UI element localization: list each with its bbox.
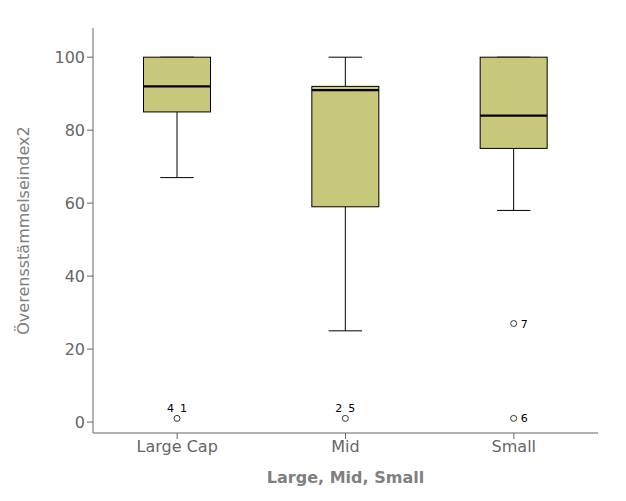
svg-text:7: 7	[521, 318, 528, 331]
svg-text:60: 60	[65, 194, 85, 213]
svg-text:Mid: Mid	[331, 437, 359, 456]
svg-text:Large, Mid, Small: Large, Mid, Small	[267, 468, 424, 487]
svg-text:2: 2	[335, 402, 342, 415]
svg-text:6: 6	[521, 412, 528, 425]
svg-text:100: 100	[54, 48, 85, 67]
svg-text:20: 20	[65, 340, 85, 359]
svg-text:40: 40	[65, 267, 85, 286]
svg-text:1: 1	[180, 402, 187, 415]
svg-text:80: 80	[65, 121, 85, 140]
svg-text:5: 5	[348, 402, 355, 415]
svg-text:0: 0	[75, 413, 85, 432]
svg-text:Large Cap: Large Cap	[137, 437, 218, 456]
svg-text:Small: Small	[492, 437, 536, 456]
svg-text:4: 4	[167, 402, 174, 415]
svg-text:Överensstämmelseindex2: Överensstämmelseindex2	[14, 126, 33, 334]
